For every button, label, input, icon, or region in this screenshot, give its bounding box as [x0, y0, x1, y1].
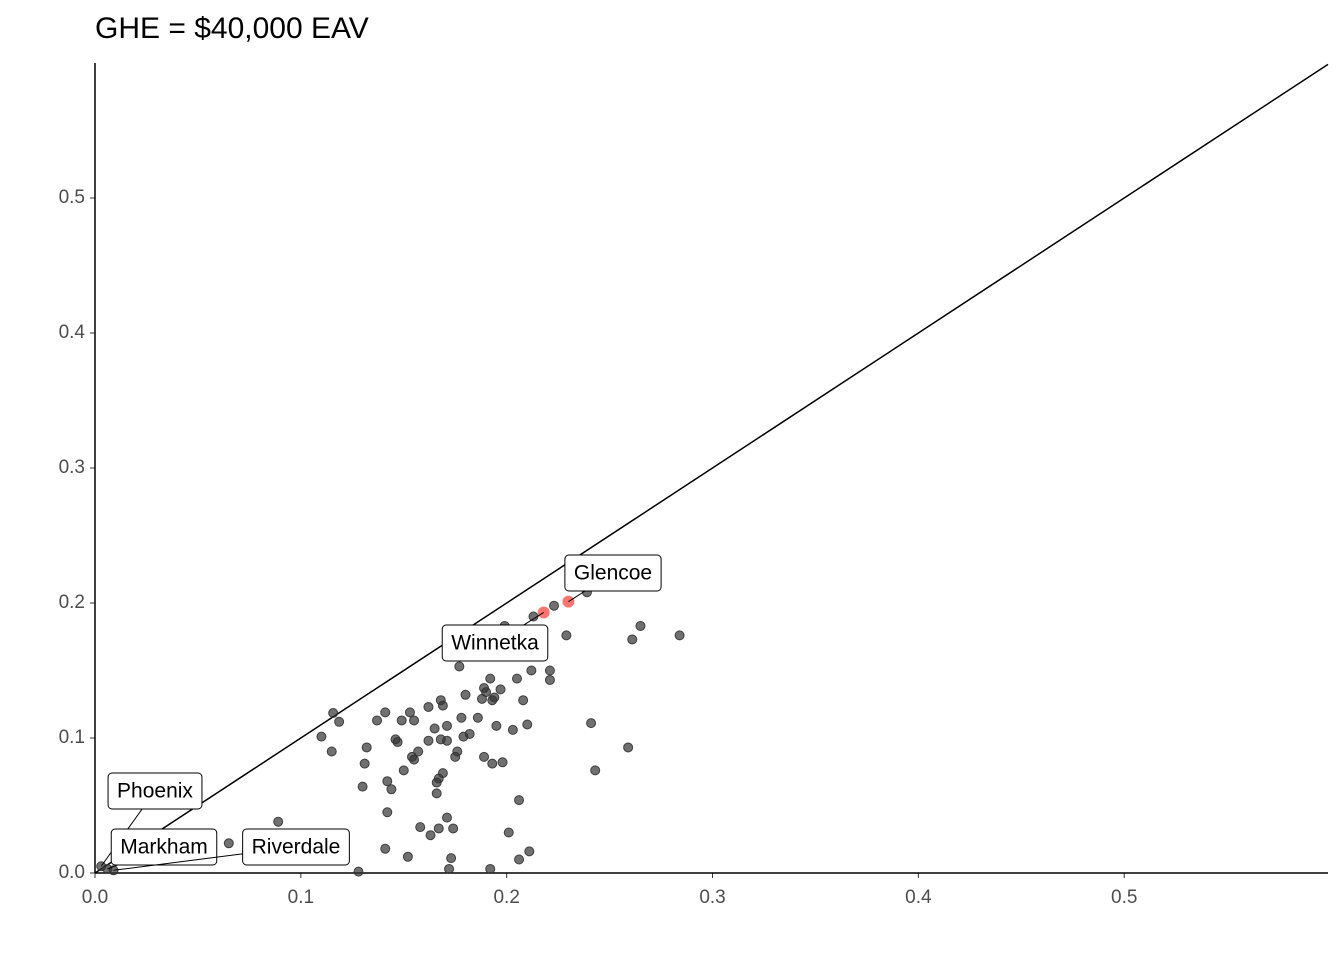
- point: [380, 707, 391, 718]
- point: [544, 674, 555, 685]
- point: [623, 742, 634, 753]
- point: [586, 718, 597, 729]
- point: [464, 728, 475, 739]
- x-tick-label: 0.4: [905, 887, 932, 908]
- point: [353, 866, 364, 877]
- point: [448, 823, 459, 834]
- point-label: Glencoe: [574, 562, 652, 585]
- point: [479, 751, 490, 762]
- point: [514, 795, 525, 806]
- x-tick-label: 0.3: [699, 887, 725, 908]
- point: [485, 863, 496, 874]
- point: [495, 684, 506, 695]
- label-box: [441, 624, 549, 662]
- label-box: [564, 554, 662, 592]
- point: [382, 807, 393, 818]
- point: [359, 758, 370, 769]
- point: [415, 822, 426, 833]
- point: [334, 716, 345, 727]
- point: [433, 823, 444, 834]
- label-box: [110, 828, 218, 866]
- y-tick-label: 0.3: [59, 457, 85, 478]
- point: [514, 854, 525, 865]
- point: [460, 689, 471, 700]
- point: [476, 693, 487, 704]
- point: [431, 777, 442, 788]
- point: [396, 715, 407, 726]
- point: [409, 715, 420, 726]
- point: [361, 742, 372, 753]
- point: [372, 715, 383, 726]
- reference-line: [94, 63, 1329, 874]
- point: [223, 838, 234, 849]
- point: [429, 723, 440, 734]
- x-tick-label: 0.0: [82, 887, 108, 908]
- point: [326, 746, 337, 757]
- point-label: Phoenix: [117, 780, 193, 803]
- point: [316, 731, 327, 742]
- point: [524, 846, 535, 857]
- y-tick-label: 0.5: [59, 187, 85, 208]
- point: [404, 707, 415, 718]
- point: [409, 754, 420, 765]
- point: [382, 776, 393, 787]
- y-tick-label: 0.2: [59, 592, 85, 613]
- chart-title: GHE = $40,000 EAV: [95, 12, 369, 45]
- point: [627, 634, 638, 645]
- point: [357, 781, 368, 792]
- point: [507, 724, 518, 735]
- point: [450, 751, 461, 762]
- point-label: Markham: [120, 836, 208, 859]
- point: [437, 700, 448, 711]
- point: [441, 812, 452, 823]
- point: [437, 768, 448, 779]
- point: [489, 692, 500, 703]
- point: [328, 708, 339, 719]
- point: [497, 757, 508, 768]
- point: [485, 673, 496, 684]
- point: [526, 665, 537, 676]
- x-tick-label: 0.1: [288, 887, 314, 908]
- point: [402, 851, 413, 862]
- point: [441, 735, 452, 746]
- point: [456, 712, 467, 723]
- y-tick-label: 0.4: [59, 322, 86, 343]
- point-label: Winnetka: [451, 632, 539, 655]
- y-tick-label: 0.0: [59, 862, 85, 883]
- point: [398, 765, 409, 776]
- point: [431, 788, 442, 799]
- point-label: Riverdale: [252, 836, 341, 859]
- label-box: [107, 772, 203, 810]
- point: [511, 673, 522, 684]
- x-tick-label: 0.5: [1111, 887, 1137, 908]
- point: [386, 784, 397, 795]
- point: [590, 765, 601, 776]
- x-tick-label: 0.2: [493, 887, 519, 908]
- point: [380, 843, 391, 854]
- point: [522, 719, 533, 730]
- label-box: [242, 828, 350, 866]
- point: [441, 720, 452, 731]
- point: [674, 630, 685, 641]
- point: [472, 712, 483, 723]
- point: [561, 630, 572, 641]
- point: [491, 720, 502, 731]
- point: [454, 661, 465, 672]
- point: [425, 830, 436, 841]
- point: [518, 695, 529, 706]
- point: [392, 737, 403, 748]
- point: [544, 665, 555, 676]
- point: [273, 816, 284, 827]
- point: [423, 735, 434, 746]
- point: [446, 853, 457, 864]
- point: [549, 600, 560, 611]
- point: [503, 827, 514, 838]
- y-tick-label: 0.1: [59, 727, 85, 748]
- point: [423, 701, 434, 712]
- point: [413, 746, 424, 757]
- point: [444, 863, 455, 874]
- point: [487, 758, 498, 769]
- point: [635, 620, 646, 631]
